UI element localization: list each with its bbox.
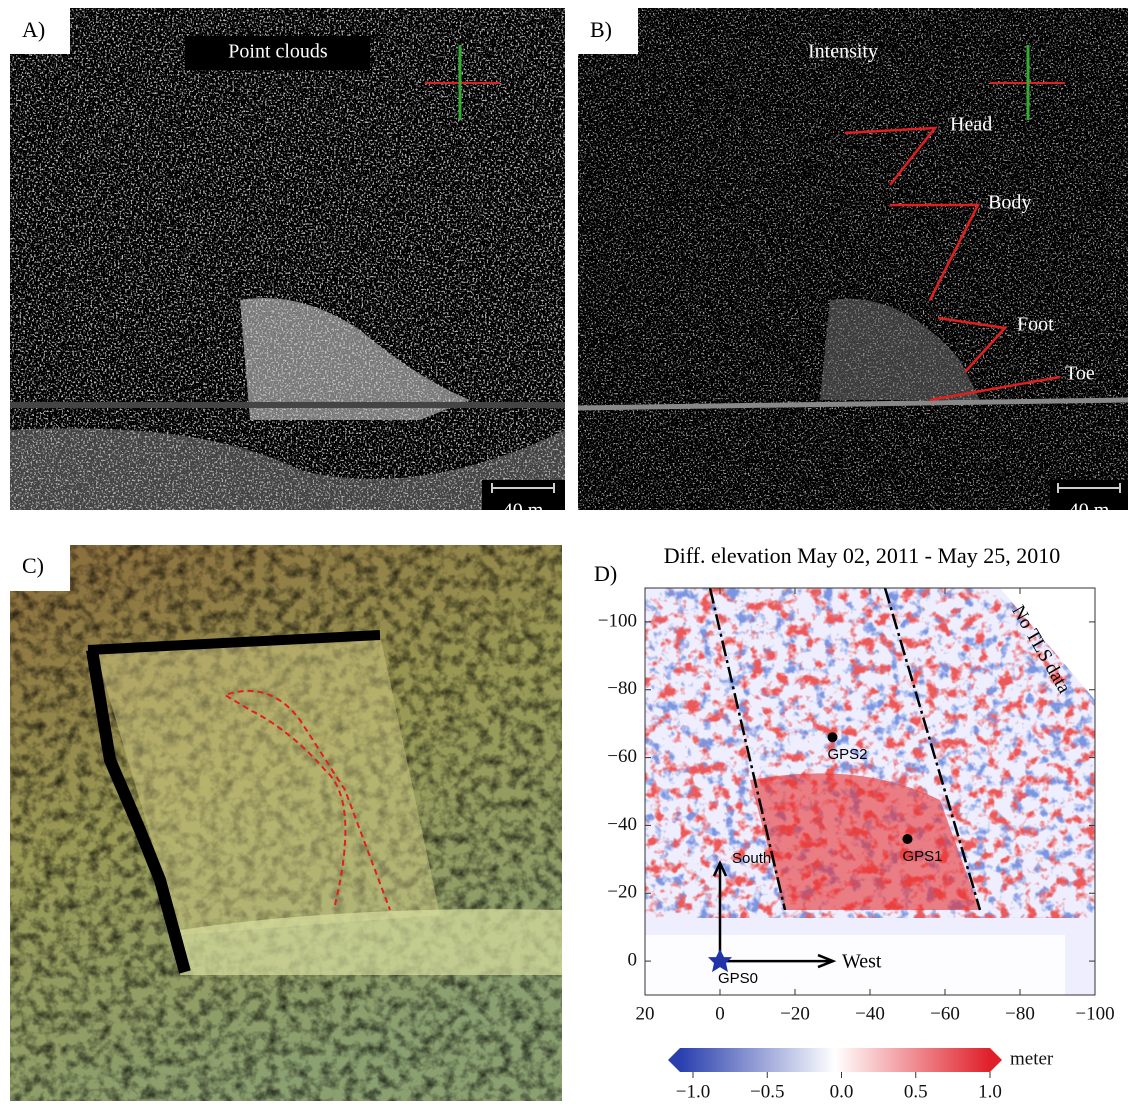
y-tick-label: −20	[607, 882, 637, 903]
panel-a: A) Point clouds 40 m	[10, 8, 565, 522]
panel-label: B)	[590, 17, 612, 42]
y-tick-label: −40	[607, 814, 637, 835]
panel-title: Diff. elevation May 02, 2011 - May 25, 2…	[664, 543, 1061, 568]
colorbar-label: meter	[1010, 1048, 1054, 1069]
map	[645, 588, 1095, 995]
colorbar	[680, 1048, 990, 1072]
x-tick-label: 20	[636, 1003, 655, 1024]
annotation: Head	[950, 114, 992, 136]
panel-label: D)	[594, 561, 617, 586]
panel-title: Point clouds	[228, 41, 328, 63]
gps-label: GPS0	[718, 970, 758, 987]
annotation: Toe	[1065, 363, 1095, 385]
y-tick-label: 0	[628, 949, 638, 970]
panel-title: Intensity	[808, 41, 878, 63]
gps-label: GPS1	[903, 848, 943, 865]
scale-label: 40 m	[503, 500, 544, 522]
annotation: Foot	[1017, 314, 1054, 336]
panel-b: B) Intensity Head Body Foot Toe 40 m	[578, 8, 1128, 522]
y-tick-label: −80	[607, 678, 637, 699]
colorbar-tick-label: 0.5	[904, 1081, 928, 1102]
gps-label: GPS2	[828, 746, 868, 763]
panel-d: Diff. elevation May 02, 2011 - May 25, 2…	[594, 543, 1115, 1102]
y-tick-label: −60	[607, 746, 637, 767]
colorbar-end	[990, 1048, 1002, 1072]
panel-c: C)	[10, 545, 562, 1101]
annotation: Body	[988, 192, 1031, 214]
colorbar-tick-label: 1.0	[978, 1081, 1002, 1102]
colorbar-tick-label: −0.5	[750, 1081, 784, 1102]
x-tick-label: −100	[1075, 1003, 1114, 1024]
panel-label: A)	[22, 17, 45, 42]
x-tick-label: −60	[930, 1003, 960, 1024]
x-tick-label: −20	[780, 1003, 810, 1024]
x-tick-label: 0	[715, 1003, 725, 1024]
arrow-label: South	[732, 850, 771, 867]
colorbar-tick-label: −1.0	[676, 1081, 710, 1102]
y-tick-label: −100	[598, 610, 637, 631]
arrow-label: West	[842, 951, 882, 973]
gps-point	[903, 834, 913, 844]
scale-label: 40 m	[1069, 500, 1110, 522]
x-tick-label: −40	[855, 1003, 885, 1024]
colorbar-end	[668, 1048, 680, 1072]
figure: A) Point clouds 40 m B) Intensity Head B…	[0, 0, 1134, 1106]
gps-point	[828, 732, 838, 742]
x-tick-label: −80	[1005, 1003, 1035, 1024]
panel-label: C)	[22, 553, 44, 578]
colorbar-tick-label: 0.0	[830, 1081, 854, 1102]
